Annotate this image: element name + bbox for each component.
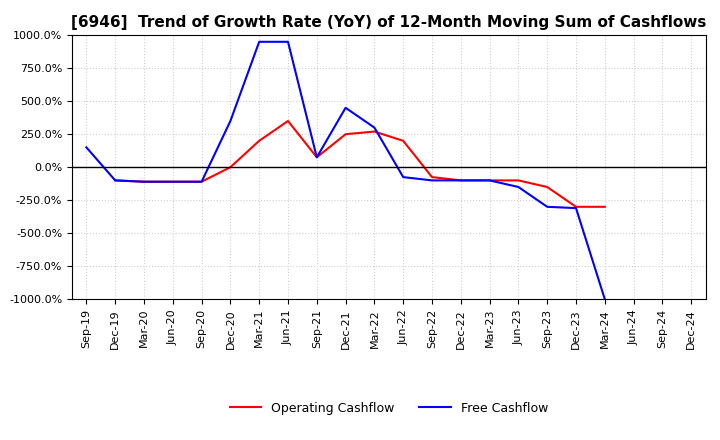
Free Cashflow <box>600 297 609 302</box>
Operating Cashflow <box>140 179 148 184</box>
Free Cashflow <box>428 178 436 183</box>
Free Cashflow <box>370 125 379 130</box>
Free Cashflow <box>399 174 408 180</box>
Operating Cashflow <box>341 132 350 137</box>
Operating Cashflow <box>370 129 379 134</box>
Operating Cashflow <box>312 154 321 160</box>
Legend: Operating Cashflow, Free Cashflow: Operating Cashflow, Free Cashflow <box>225 397 553 420</box>
Operating Cashflow <box>399 138 408 143</box>
Free Cashflow <box>197 179 206 184</box>
Free Cashflow <box>341 105 350 110</box>
Operating Cashflow <box>428 174 436 180</box>
Free Cashflow <box>226 118 235 124</box>
Free Cashflow <box>485 178 494 183</box>
Free Cashflow <box>312 154 321 160</box>
Free Cashflow <box>284 39 292 44</box>
Operating Cashflow <box>255 138 264 143</box>
Line: Operating Cashflow: Operating Cashflow <box>115 121 605 207</box>
Free Cashflow <box>572 205 580 211</box>
Title: [6946]  Trend of Growth Rate (YoY) of 12-Month Moving Sum of Cashflows: [6946] Trend of Growth Rate (YoY) of 12-… <box>71 15 706 30</box>
Free Cashflow <box>168 179 177 184</box>
Line: Free Cashflow: Free Cashflow <box>86 42 605 299</box>
Free Cashflow <box>140 179 148 184</box>
Operating Cashflow <box>514 178 523 183</box>
Free Cashflow <box>456 178 465 183</box>
Free Cashflow <box>82 145 91 150</box>
Operating Cashflow <box>456 178 465 183</box>
Operating Cashflow <box>111 178 120 183</box>
Free Cashflow <box>514 184 523 190</box>
Operating Cashflow <box>572 204 580 209</box>
Free Cashflow <box>543 204 552 209</box>
Operating Cashflow <box>168 179 177 184</box>
Free Cashflow <box>111 178 120 183</box>
Operating Cashflow <box>485 178 494 183</box>
Operating Cashflow <box>197 179 206 184</box>
Free Cashflow <box>255 39 264 44</box>
Operating Cashflow <box>600 204 609 209</box>
Operating Cashflow <box>226 165 235 170</box>
Operating Cashflow <box>284 118 292 124</box>
Operating Cashflow <box>543 184 552 190</box>
